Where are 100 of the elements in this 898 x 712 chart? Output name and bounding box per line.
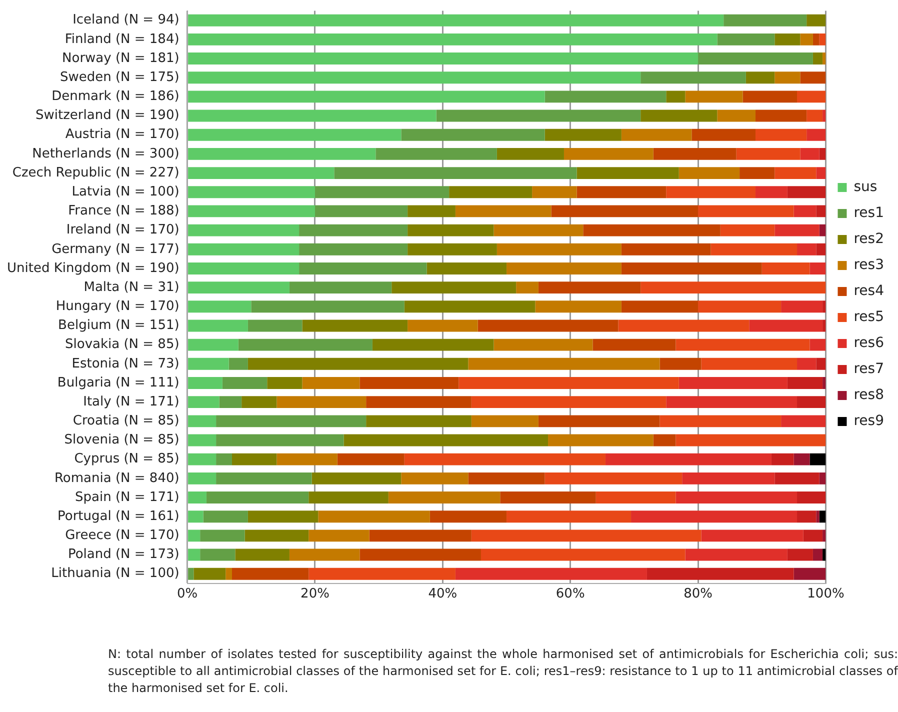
bar <box>308 530 370 542</box>
bar <box>188 282 290 294</box>
bar <box>188 377 222 389</box>
bar <box>248 320 302 332</box>
y-tick-label: Ireland (N = 170) <box>66 222 180 238</box>
legend-label: sus <box>854 179 878 196</box>
y-tick-label: Norway (N = 181) <box>62 50 180 66</box>
bar <box>188 530 200 542</box>
x-tick-label: 80% <box>684 586 713 602</box>
bar <box>188 472 216 484</box>
bar <box>618 320 750 332</box>
bar <box>242 396 277 408</box>
bar <box>200 548 236 561</box>
bar <box>742 90 798 103</box>
bar <box>548 434 654 446</box>
bar <box>248 358 468 370</box>
bar <box>188 110 436 122</box>
bar <box>816 358 826 370</box>
x-tick-label: 60% <box>556 586 585 602</box>
bar <box>816 510 820 523</box>
bar <box>736 148 800 160</box>
bar <box>188 90 545 103</box>
bar <box>576 167 679 180</box>
bar <box>538 415 660 428</box>
bar <box>544 472 682 484</box>
bar <box>774 224 820 236</box>
bar <box>500 492 596 504</box>
bar <box>819 33 826 46</box>
bar <box>564 148 654 160</box>
bar <box>188 128 402 141</box>
bar <box>480 548 686 561</box>
bar <box>468 358 660 370</box>
bar <box>774 167 816 180</box>
bar <box>676 434 826 446</box>
bar <box>621 128 692 141</box>
bar <box>822 110 826 122</box>
y-tick-label: United Kingdom (N = 190) <box>6 260 180 276</box>
bar <box>337 453 404 466</box>
bar <box>216 415 366 428</box>
y-tick-label: Estonia (N = 73) <box>72 356 180 372</box>
bar <box>692 128 756 141</box>
bar <box>756 128 807 141</box>
bar <box>816 243 826 256</box>
bar <box>551 205 698 218</box>
bar <box>819 510 826 523</box>
bar <box>781 415 826 428</box>
bar <box>812 548 823 561</box>
bar <box>219 396 242 408</box>
bar <box>685 548 788 561</box>
bar <box>188 262 300 274</box>
bar <box>822 52 826 64</box>
bar <box>640 110 718 122</box>
bar <box>388 492 500 504</box>
bar <box>631 510 798 523</box>
bar <box>404 453 606 466</box>
bar <box>774 72 800 84</box>
y-tick-label: Bulgaria (N = 111) <box>57 375 180 390</box>
y-tick-label: Belgium (N = 151) <box>58 318 180 334</box>
bar <box>640 282 826 294</box>
bar <box>810 453 826 466</box>
y-tick-label: Germany (N = 177) <box>52 242 180 257</box>
bar <box>408 205 456 218</box>
bar <box>401 128 545 141</box>
bar <box>449 186 532 198</box>
y-tick-label: Slovenia (N = 85) <box>64 432 180 448</box>
bar <box>188 415 216 428</box>
legend-label: res9 <box>854 413 884 430</box>
bar <box>289 548 360 561</box>
bar <box>544 128 622 141</box>
x-tick-label: 40% <box>428 586 458 602</box>
bar <box>188 358 229 370</box>
legend-label: res5 <box>854 309 884 326</box>
bar <box>646 568 794 580</box>
bar <box>819 224 826 236</box>
bar <box>455 568 647 580</box>
bar <box>816 167 826 180</box>
y-tick-label: Switzerland (N = 190) <box>36 108 180 124</box>
bar <box>740 167 775 180</box>
bar <box>276 396 366 408</box>
legend-label: res3 <box>854 257 884 274</box>
bar <box>188 167 334 180</box>
bar <box>797 396 826 408</box>
x-tick-label: 100% <box>807 586 844 602</box>
bar <box>318 510 430 523</box>
bar <box>369 530 472 542</box>
legend-label: res1 <box>854 205 884 222</box>
bar <box>653 434 676 446</box>
bar <box>787 186 826 198</box>
bar <box>819 148 826 160</box>
bar <box>812 33 820 46</box>
bar <box>576 186 666 198</box>
bar <box>535 300 622 313</box>
bar <box>800 33 813 46</box>
bar <box>188 224 300 236</box>
y-tick-label: Finland (N = 184) <box>64 32 180 47</box>
bar <box>810 338 826 351</box>
bar <box>797 358 816 370</box>
bar <box>797 510 816 523</box>
bar <box>471 396 666 408</box>
legend-label: res4 <box>854 283 884 300</box>
